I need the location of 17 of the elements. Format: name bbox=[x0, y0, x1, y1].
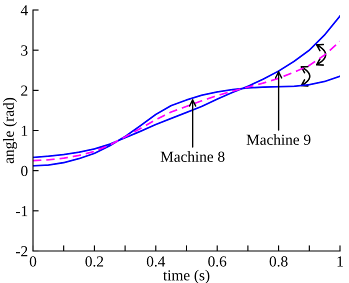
y-tick-label: 0 bbox=[21, 166, 28, 176]
x-tick-label: 0.8 bbox=[270, 256, 288, 267]
annotation: Machine 8 bbox=[160, 151, 225, 162]
y-tick-label: -1 bbox=[16, 206, 28, 216]
x-tick-label: 0.4 bbox=[146, 256, 166, 267]
x-tick-label: 0.2 bbox=[85, 256, 104, 267]
y-tick-label: -2 bbox=[16, 246, 28, 256]
x-tick-label: 1 bbox=[338, 256, 343, 266]
annotation: Machine 9 bbox=[246, 134, 310, 145]
y-axis-title: angle (rad) bbox=[3, 98, 18, 164]
line-series bbox=[33, 40, 340, 162]
y-tick-label: 2 bbox=[21, 86, 28, 96]
y-tick-label: 3 bbox=[21, 45, 28, 56]
y-tick-label: 4 bbox=[20, 5, 28, 16]
x-tick-label: 0 bbox=[30, 256, 36, 267]
x-tick-label: 0.6 bbox=[208, 256, 226, 267]
y-tick-label: 1 bbox=[22, 126, 28, 136]
